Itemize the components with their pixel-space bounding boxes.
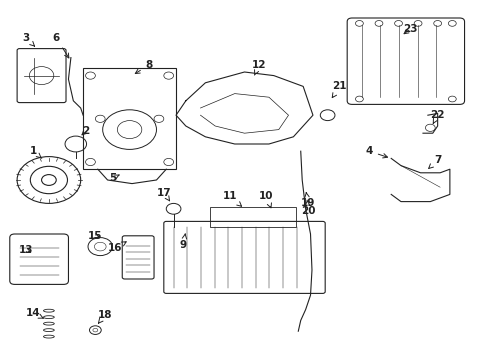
Text: 19: 19 xyxy=(300,193,315,208)
Text: 5: 5 xyxy=(109,173,119,183)
Text: 2: 2 xyxy=(82,126,89,136)
Text: 11: 11 xyxy=(222,191,241,206)
Text: 21: 21 xyxy=(331,81,346,98)
Text: 12: 12 xyxy=(251,60,266,75)
Bar xyxy=(83,68,176,169)
Text: 8: 8 xyxy=(135,60,152,73)
Text: 15: 15 xyxy=(88,231,102,241)
Text: 14: 14 xyxy=(25,308,43,318)
Bar xyxy=(210,207,295,227)
Text: 4: 4 xyxy=(365,146,386,158)
Text: 1: 1 xyxy=(30,146,41,158)
Text: 9: 9 xyxy=(180,234,186,250)
Text: 10: 10 xyxy=(259,191,273,208)
Text: 18: 18 xyxy=(98,310,112,323)
Text: 16: 16 xyxy=(107,242,126,253)
Text: 22: 22 xyxy=(429,110,444,123)
Text: 3: 3 xyxy=(22,33,35,46)
Text: 23: 23 xyxy=(403,24,417,34)
Text: 20: 20 xyxy=(300,200,315,216)
Text: 7: 7 xyxy=(428,155,441,168)
Text: 6: 6 xyxy=(53,33,69,58)
Text: 17: 17 xyxy=(156,188,171,201)
Text: 13: 13 xyxy=(19,245,33,255)
